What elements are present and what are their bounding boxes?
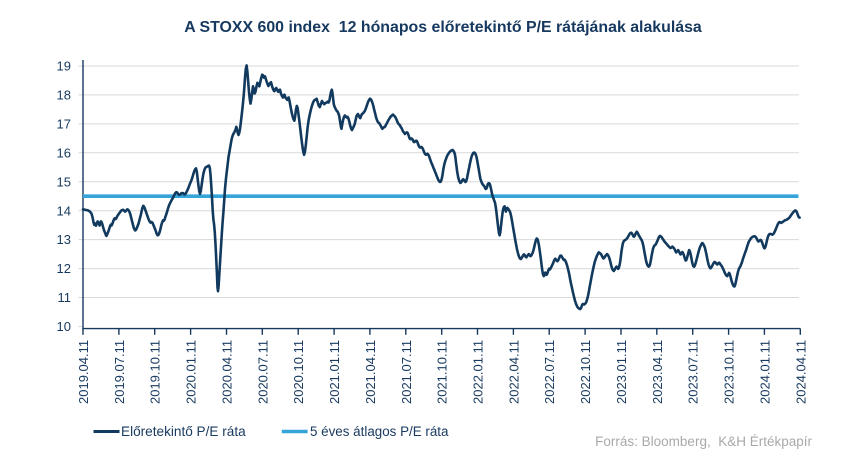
svg-text:2024.01.11: 2024.01.11 <box>757 340 772 404</box>
svg-text:2024.04.11: 2024.04.11 <box>793 340 808 404</box>
svg-text:5 éves átlagos P/E ráta: 5 éves átlagos P/E ráta <box>310 424 449 439</box>
svg-text:18: 18 <box>57 88 71 103</box>
svg-text:2020.04.11: 2020.04.11 <box>220 340 235 404</box>
svg-text:2023.07.11: 2023.07.11 <box>686 340 701 404</box>
svg-text:Forrás: Bloomberg, K&H Értékp: Forrás: Bloomberg, K&H Értékpapír <box>595 434 812 449</box>
svg-text:Előretekintő P/E ráta: Előretekintő P/E ráta <box>121 424 246 439</box>
svg-text:2019.04.11: 2019.04.11 <box>76 340 91 404</box>
svg-text:2019.07.11: 2019.07.11 <box>112 340 127 404</box>
svg-text:2023.10.11: 2023.10.11 <box>722 340 737 404</box>
svg-text:A STOXX 600 index 12 hónapos: A STOXX 600 index 12 hónapos előretekint… <box>184 19 702 36</box>
svg-text:2020.10.11: 2020.10.11 <box>291 340 306 404</box>
svg-text:2021.07.11: 2021.07.11 <box>399 340 414 404</box>
svg-text:13: 13 <box>57 232 71 247</box>
svg-text:2023.01.11: 2023.01.11 <box>614 340 629 404</box>
svg-text:19: 19 <box>57 59 71 74</box>
svg-text:2022.07.11: 2022.07.11 <box>542 340 557 404</box>
svg-text:2023.04.11: 2023.04.11 <box>650 340 665 404</box>
svg-text:2021.04.11: 2021.04.11 <box>363 340 378 404</box>
svg-text:2020.07.11: 2020.07.11 <box>255 340 270 404</box>
svg-text:14: 14 <box>57 203 71 218</box>
svg-text:10: 10 <box>57 319 71 334</box>
svg-text:2019.10.11: 2019.10.11 <box>148 340 163 404</box>
svg-text:17: 17 <box>57 117 71 132</box>
svg-text:2020.01.11: 2020.01.11 <box>184 340 199 404</box>
svg-text:2021.10.11: 2021.10.11 <box>435 340 450 404</box>
svg-text:12: 12 <box>57 261 71 276</box>
svg-text:2021.01.11: 2021.01.11 <box>327 340 342 404</box>
svg-text:2022.04.11: 2022.04.11 <box>506 340 521 404</box>
svg-text:15: 15 <box>57 174 71 189</box>
svg-text:16: 16 <box>57 145 71 160</box>
svg-text:11: 11 <box>58 290 72 305</box>
svg-text:2022.01.11: 2022.01.11 <box>471 340 486 404</box>
svg-text:2022.10.11: 2022.10.11 <box>578 340 593 404</box>
